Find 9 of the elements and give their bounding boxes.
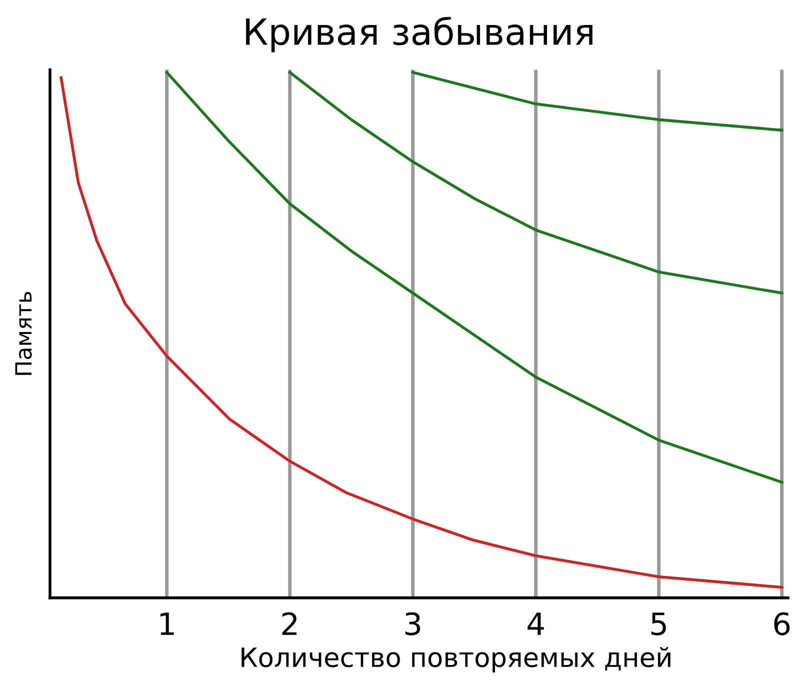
- x-tick-label: 3: [405, 612, 420, 636]
- x-tick-label: 6: [774, 612, 790, 636]
- x-tick-label: 1: [160, 612, 174, 635]
- chart-title: Кривая забывания: [246, 16, 592, 52]
- x-tick-label: 4: [528, 612, 544, 635]
- x-tick-label: 2: [282, 612, 297, 635]
- x-axis-title: Количество повторяемых дней: [242, 646, 670, 672]
- x-tick-label: 5: [651, 612, 666, 636]
- y-axis-title: Память: [15, 292, 32, 375]
